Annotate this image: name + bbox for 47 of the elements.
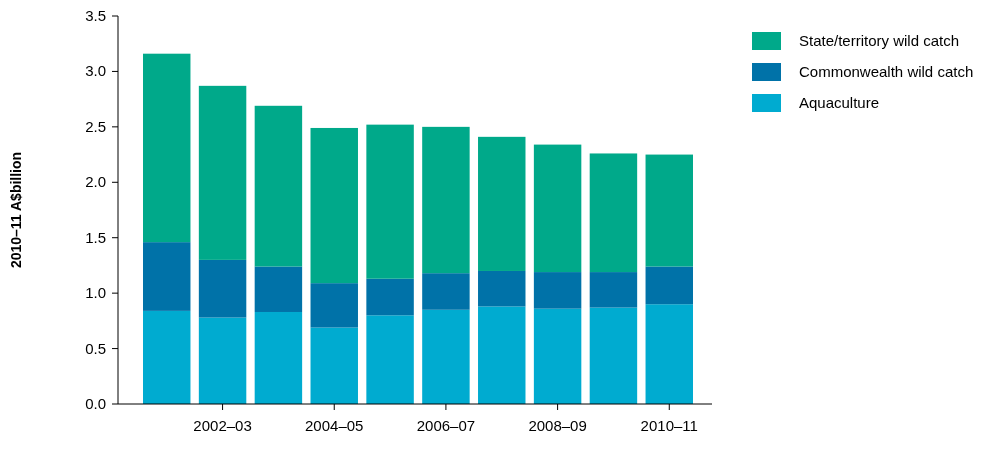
- y-tick-label: 2.5: [85, 117, 106, 135]
- y-axis-title: 2010–11 A$billion: [8, 151, 24, 269]
- legend-label: State/territory wild catch: [799, 32, 960, 49]
- bar: [310, 327, 358, 404]
- bar: [310, 283, 358, 328]
- bar: [254, 266, 303, 312]
- bar: [645, 266, 693, 305]
- bar: [143, 310, 191, 404]
- bar: [478, 306, 526, 404]
- bar: [422, 273, 470, 310]
- x-tick-label: 2008–09: [528, 417, 587, 434]
- bar: [645, 304, 693, 404]
- bar: [198, 85, 247, 260]
- legend-label: Commonwealth wild catch: [799, 63, 974, 80]
- bar: [143, 242, 191, 311]
- bar: [422, 126, 470, 274]
- y-tick-label: 0.0: [85, 395, 106, 412]
- bar: [478, 270, 526, 307]
- bar: [422, 309, 470, 404]
- bar: [310, 127, 358, 284]
- bar: [366, 124, 414, 279]
- bar: [254, 311, 303, 404]
- bar: [645, 154, 693, 267]
- bar: [533, 144, 582, 273]
- bar: [589, 153, 638, 273]
- x-tick-label: 2002–03: [193, 417, 252, 434]
- bar: [533, 308, 582, 404]
- bar: [198, 317, 247, 404]
- bar: [589, 307, 638, 404]
- bar: [478, 136, 526, 271]
- x-tick-label: 2004–05: [305, 417, 364, 434]
- y-tick-label: 0.5: [85, 339, 106, 357]
- y-tick-label: 1.5: [85, 228, 106, 246]
- y-tick-label: 2.0: [85, 173, 106, 191]
- bar: [366, 278, 414, 316]
- bar: [254, 105, 303, 267]
- bar: [589, 272, 638, 308]
- x-tick-label: 2006–07: [416, 417, 476, 434]
- bar: [366, 315, 414, 404]
- y-tick-label: 1.0: [85, 284, 106, 302]
- legend-label: Aquaculture: [799, 94, 880, 111]
- bar: [533, 272, 582, 309]
- y-tick-label: 3.5: [85, 7, 106, 24]
- bar: [143, 53, 191, 243]
- bar: [198, 259, 247, 318]
- x-tick-label: 2010–11: [640, 417, 698, 434]
- y-tick-label: 3.0: [85, 62, 106, 80]
